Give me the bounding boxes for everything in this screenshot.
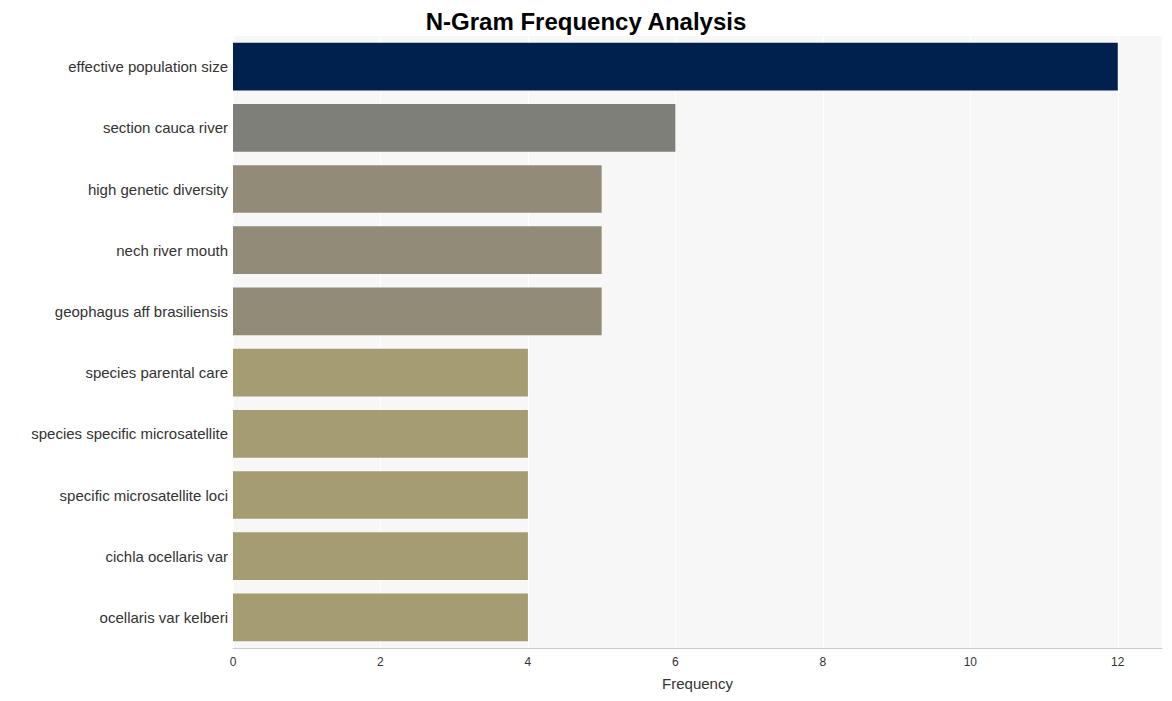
svg-text:2: 2	[377, 655, 384, 669]
svg-text:6: 6	[672, 655, 679, 669]
svg-text:Frequency: Frequency	[662, 675, 733, 692]
svg-text:10: 10	[964, 655, 978, 669]
svg-text:species parental care: species parental care	[85, 364, 228, 381]
svg-text:specific microsatellite loci: specific microsatellite loci	[60, 487, 228, 504]
svg-text:effective population size: effective population size	[68, 58, 228, 75]
svg-text:geophagus aff brasiliensis: geophagus aff brasiliensis	[55, 303, 228, 320]
svg-text:12: 12	[1111, 655, 1125, 669]
svg-text:0: 0	[230, 655, 237, 669]
svg-text:species specific microsatellit: species specific microsatellite	[31, 425, 228, 442]
svg-text:cichla ocellaris var: cichla ocellaris var	[105, 548, 228, 565]
svg-text:8: 8	[819, 655, 826, 669]
svg-text:high genetic diversity: high genetic diversity	[88, 181, 229, 198]
svg-text:4: 4	[525, 655, 532, 669]
svg-text:N-Gram Frequency Analysis: N-Gram Frequency Analysis	[426, 8, 747, 35]
svg-text:nech river mouth: nech river mouth	[116, 242, 228, 259]
svg-text:ocellaris var kelberi: ocellaris var kelberi	[100, 609, 228, 626]
svg-text:section cauca river: section cauca river	[103, 119, 228, 136]
